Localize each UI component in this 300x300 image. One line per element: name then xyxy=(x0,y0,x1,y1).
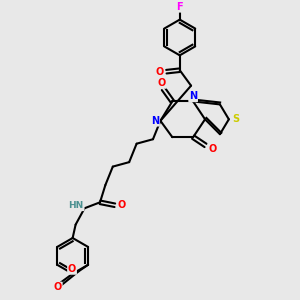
Text: F: F xyxy=(176,2,183,12)
Text: S: S xyxy=(232,114,239,124)
Text: O: O xyxy=(117,200,126,210)
Text: O: O xyxy=(208,144,216,154)
Text: N: N xyxy=(151,116,159,126)
Text: O: O xyxy=(68,264,76,274)
Text: N: N xyxy=(189,92,197,101)
Text: O: O xyxy=(54,282,62,292)
Text: HN: HN xyxy=(69,201,84,210)
Text: O: O xyxy=(156,67,164,77)
Text: O: O xyxy=(158,78,166,88)
